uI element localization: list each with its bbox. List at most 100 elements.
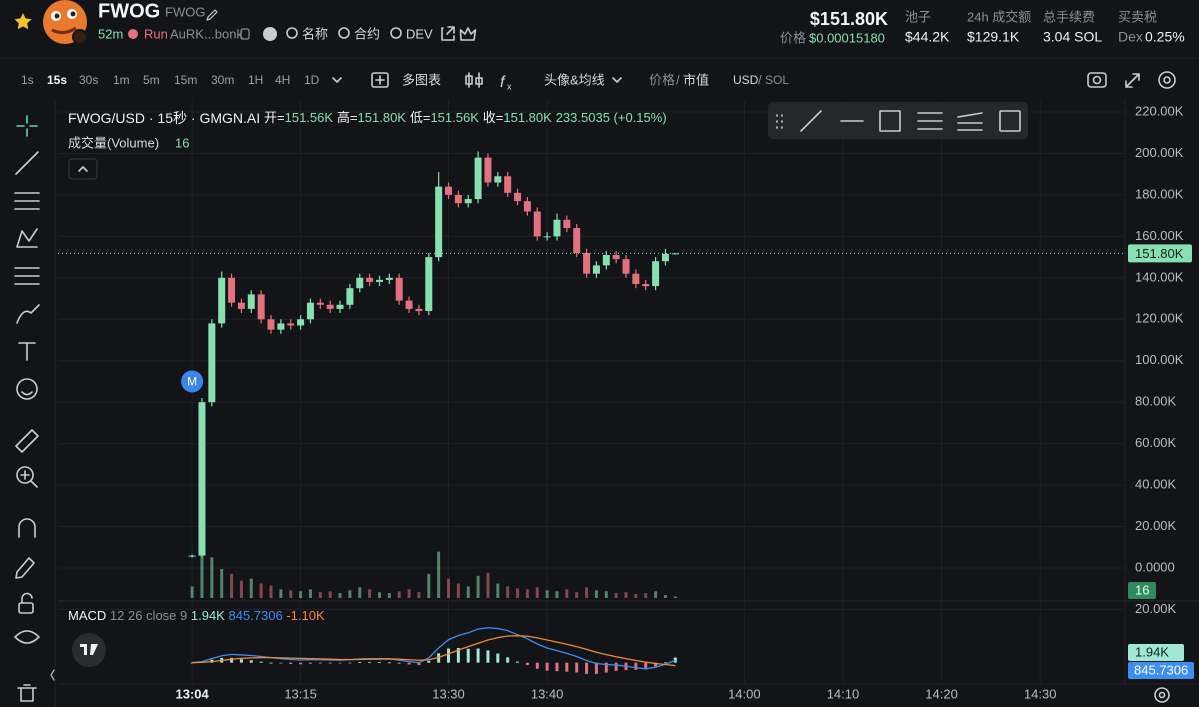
interval-button[interactable]: 15s: [47, 73, 67, 87]
macd-histogram-bar: [259, 661, 263, 663]
x-tick-label: 13:15: [284, 686, 317, 701]
separator: /: [758, 72, 762, 87]
line-tool[interactable]: [800, 110, 822, 132]
crown-icon[interactable]: [459, 27, 477, 41]
macd-histogram-bar: [663, 662, 667, 664]
channel-tool[interactable]: [957, 112, 983, 131]
interval-button[interactable]: 4H: [275, 73, 290, 87]
rect-tool[interactable]: [999, 110, 1021, 132]
indicator-icon[interactable]: f: [500, 74, 506, 91]
candle-body: [671, 253, 679, 255]
ruler-tool[interactable]: [15, 429, 39, 453]
crosshair-tool[interactable]: [16, 115, 38, 137]
search-contract[interactable]: 合约: [354, 26, 380, 41]
candle-body: [464, 199, 472, 204]
volume-bar: [594, 590, 598, 598]
candle-body: [661, 253, 669, 262]
stat-value: $129.1K: [967, 29, 1020, 45]
multi-chart[interactable]: 多图表: [402, 72, 441, 87]
volume-bar: [397, 591, 401, 598]
box-tool[interactable]: [879, 110, 901, 132]
copy-icon[interactable]: [240, 28, 250, 40]
magnet-tool[interactable]: [18, 518, 36, 538]
menu-icon[interactable]: [263, 27, 277, 41]
candle-body: [573, 228, 581, 253]
settings-icon[interactable]: [1158, 71, 1176, 89]
collapse-button[interactable]: [68, 158, 98, 180]
search-icon[interactable]: [338, 27, 350, 39]
external-link-icon[interactable]: [441, 26, 455, 41]
axis-settings[interactable]: [1154, 687, 1170, 703]
stat-value: $44.2K: [905, 29, 950, 45]
lock-tool: [21, 592, 33, 604]
collapse-sidebar[interactable]: [50, 669, 55, 681]
macd-histogram-bar: [387, 662, 391, 664]
text-tool[interactable]: [18, 342, 36, 361]
interval-button[interactable]: 15m: [174, 73, 197, 87]
screenshot-icon[interactable]: [1087, 72, 1107, 88]
visibility-tool[interactable]: [14, 630, 40, 644]
macd-histogram-bar: [673, 657, 677, 663]
interval-dropdown[interactable]: [332, 77, 342, 83]
volume-bar: [614, 593, 618, 598]
macd-histogram-bar: [644, 662, 648, 670]
favorite-star[interactable]: [14, 13, 32, 30]
interval-button[interactable]: 1D: [304, 73, 320, 87]
symbol: FWOG/USD · 15秒 · GMGN.AI: [68, 110, 260, 126]
fib-tool[interactable]: [917, 112, 943, 130]
brush-tool[interactable]: [16, 304, 40, 324]
macd-histogram-bar: [299, 662, 303, 665]
drag-handle[interactable]: [776, 114, 783, 129]
dropdown[interactable]: [612, 77, 622, 83]
volume-bar: [308, 589, 312, 598]
lock-drawing-tool[interactable]: [15, 557, 35, 579]
edit-icon[interactable]: [206, 9, 218, 21]
candle-body: [553, 219, 561, 237]
candle-body: [514, 192, 522, 202]
emoji-tool[interactable]: [16, 378, 38, 400]
interval-button[interactable]: 1H: [248, 73, 263, 87]
y-tick-label: 220.00K: [1135, 103, 1184, 118]
macd-histogram-bar: [614, 662, 618, 671]
zoom-tool[interactable]: [16, 466, 34, 484]
macd-histogram-bar: [604, 662, 608, 673]
pattern-tool[interactable]: [16, 228, 38, 248]
macd-signal-value: -1.10K: [286, 608, 325, 623]
token-name: FWOG: [98, 0, 160, 22]
sol-mode[interactable]: SOL: [765, 73, 789, 87]
stat-label: 24h 成交额: [967, 9, 1031, 24]
candle-body: [247, 294, 255, 309]
macd-params: 12 26 close 9: [110, 608, 187, 623]
interval-button[interactable]: 1s: [21, 73, 34, 87]
interval-button[interactable]: 30m: [211, 73, 234, 87]
mcap-mode[interactable]: 市值: [683, 72, 709, 87]
delete-tool[interactable]: [17, 684, 37, 702]
trade-marker[interactable]: [181, 370, 204, 393]
fib-tool[interactable]: [14, 192, 40, 210]
token-avatar: [43, 0, 88, 45]
search-name[interactable]: 名称: [302, 26, 328, 41]
emoji-tool: [21, 391, 33, 396]
interval-button[interactable]: 30s: [79, 73, 98, 87]
candle-body: [336, 304, 344, 309]
usd-mode[interactable]: USD: [733, 73, 759, 87]
volume-bar: [624, 592, 628, 598]
search-icon[interactable]: [286, 27, 298, 39]
trendline-tool[interactable]: [15, 151, 39, 175]
position-tool[interactable]: [14, 267, 40, 285]
volume-bar: [190, 586, 194, 598]
interval-button[interactable]: 1m: [113, 73, 130, 87]
lock-tool[interactable]: [18, 602, 34, 614]
macd-histogram-bar: [249, 660, 253, 663]
volume-bar: [348, 590, 352, 598]
price-mode[interactable]: 价格: [649, 72, 675, 87]
fullscreen-icon[interactable]: [1125, 73, 1140, 88]
candle-type-icon[interactable]: [465, 72, 483, 88]
macd-histogram-bar: [496, 653, 500, 663]
search-dev[interactable]: DEV: [406, 26, 433, 41]
header: FWOG FWOG 52m Run AuRK...bonk 名称 合约 DEV …: [14, 0, 1185, 45]
search-icon[interactable]: [390, 27, 402, 39]
interval-button[interactable]: 5m: [143, 73, 160, 87]
indicators[interactable]: 头像&均线: [544, 72, 605, 87]
add-icon[interactable]: [371, 72, 389, 88]
